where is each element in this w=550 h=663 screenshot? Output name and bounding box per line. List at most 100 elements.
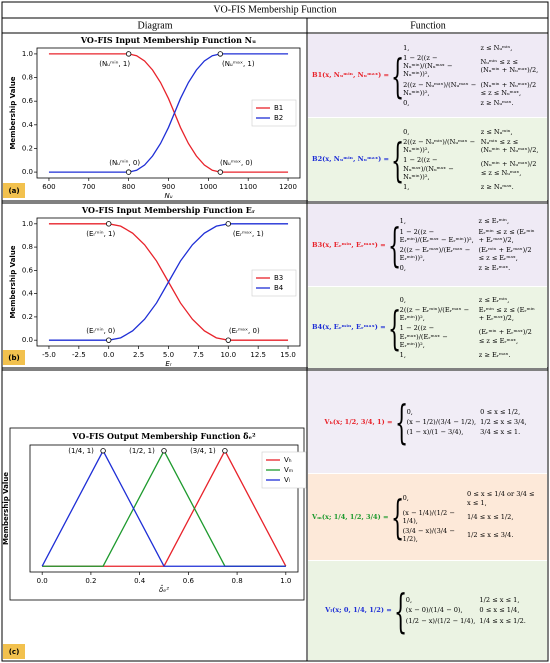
case-expression: 1 − 2((z − Eᵣᵐᵃˣ)/(Eᵣᵐᵃˣ − Eᵣᵐⁱⁿ))², <box>399 324 448 349</box>
series-line <box>41 449 286 567</box>
case-row: 2((z − Nᵤᵐᵃˣ)/(Nᵤᵐᵃˣ − Nᵤᵐⁱⁿ))², (Nᵤᵐⁱⁿ +… <box>403 80 543 98</box>
function-cell: B2(x, Nᵤᵐⁱⁿ, Nᵤᵐᵃˣ) ={0, z ≤ Nᵤᵐⁱⁿ, 2((z −… <box>308 118 547 201</box>
y-tick-label: 0.2 <box>22 313 33 321</box>
cases-table: 0, z ≤ Eᵣᵐⁱⁿ, 2((z − Eᵣᵐⁱⁿ)/(Eᵣᵐᵃˣ − Eᵣᵐⁱⁿ… <box>400 295 543 361</box>
plot-frame <box>29 444 299 573</box>
case-row: 0, z ≤ Nᵤᵐⁱⁿ, <box>403 127 543 137</box>
legend-box <box>251 99 297 127</box>
x-tick-label: 800 <box>122 183 135 191</box>
column-header: Function <box>410 20 446 31</box>
case-condition: z ≥ Nᵤᵐᵃˣ. <box>480 183 514 192</box>
legend-label: B2 <box>274 114 283 122</box>
annotation-point <box>225 337 231 343</box>
x-tick-label: 7.5 <box>193 351 204 359</box>
case-row: 2((z − Nᵤᵐⁱⁿ)/(Nᵤᵐᵃˣ − Nᵤᵐⁱⁿ))², Nᵤᵐⁱⁿ ≤ … <box>403 137 543 155</box>
case-row: 1, z ≥ Nᵤᵐᵃˣ. <box>403 182 543 192</box>
legend-label: B1 <box>274 104 283 112</box>
case-row: (1 − x)/(1 − 3/4), 3/4 ≤ x ≤ 1. <box>407 427 531 437</box>
annotation: (Eᵣᵐⁱⁿ, 0) <box>86 327 115 335</box>
case-expression: 0, <box>399 264 406 273</box>
case-condition: 3/4 ≤ x ≤ 1. <box>480 428 521 437</box>
brace: { <box>394 395 408 449</box>
case-expression: 1 − 2((z − Nᵤᵐⁱⁿ)/(Nᵤᵐᵃˣ − Nᵤᵐⁱⁿ))², <box>403 53 453 79</box>
case-expression: (3/4 − x)/(3/4 − 1/2), <box>402 527 455 544</box>
case-condition: z ≥ Eᵣᵐᵃˣ. <box>478 264 511 273</box>
annotation-point <box>217 169 224 175</box>
legend-label: Vₗ <box>284 476 290 484</box>
brace: { <box>391 48 405 103</box>
x-tick-label: 1100 <box>239 183 257 191</box>
case-row: 1 − 2((z − Eᵣᵐᵃˣ)/(Eᵣᵐᵃˣ − Eᵣᵐⁱⁿ))², (Eᵣᵐ… <box>400 323 543 350</box>
case-expression: 1 − 2((z − Eᵣᵐⁱⁿ)/(Eᵣᵐᵃˣ − Eᵣᵐⁱⁿ))², <box>399 227 474 244</box>
case-condition: 1/4 ≤ x ≤ 1/2, <box>466 512 514 521</box>
annotation: (3/4, 1) <box>190 447 216 455</box>
function-cell: B4(x, Eᵣᵐⁱⁿ, Eᵣᵐᵃˣ) ={0, z ≤ Eᵣᵐⁱⁿ, 2((z −… <box>308 287 547 368</box>
case-expression: 2((z − Eᵣᵐⁱⁿ)/(Eᵣᵐᵃˣ − Eᵣᵐⁱⁿ))², <box>399 305 469 323</box>
case-condition: z ≥ Nᵤᵐᵃˣ. <box>480 99 514 108</box>
x-tick-label: 0.2 <box>85 577 96 585</box>
chart-title: VO-FIS Input Membership Function Eᵣ <box>81 205 255 215</box>
case-condition: z ≤ Eᵣᵐⁱⁿ, <box>478 295 510 304</box>
case-row: (1/2 − x)/(1/2 − 1/4), 1/4 ≤ x ≤ 1/2. <box>406 616 530 626</box>
y-tick-label: 0.2 <box>22 144 33 152</box>
case-row: 0, z ≥ Nᵤᵐᵃˣ. <box>403 98 543 108</box>
brace: { <box>387 218 401 272</box>
cases-table: 1, z ≤ Nᵤᵐⁱⁿ, 1 − 2((z − Nᵤᵐⁱⁿ)/(Nᵤᵐᵃˣ − N… <box>403 43 543 109</box>
y-tick-label: 1.0 <box>22 50 33 58</box>
case-expression: 0, <box>399 295 406 304</box>
case-condition: Nᵤᵐⁱⁿ ≤ z ≤ (Nᵤᵐⁱⁿ + Nᵤᵐᵃˣ)/2, <box>480 58 539 75</box>
case-condition: z ≤ Nᵤᵐⁱⁿ, <box>480 127 513 136</box>
x-axis-label: δ̂ₑ² <box>159 585 169 594</box>
case-expression: 1, <box>399 351 406 360</box>
case-row: 1 − 2((z − Nᵤᵐᵃˣ)/(Nᵤᵐᵃˣ − Nᵤᵐⁱⁿ))², (Nᵤᵐ… <box>403 155 543 182</box>
y-tick-label: 0.8 <box>22 74 33 82</box>
case-expression: 0, <box>403 127 410 136</box>
annotation: (Nᵤᵐⁱⁿ, 0) <box>109 159 140 167</box>
y-tick-label: 0.0 <box>22 168 33 176</box>
annotation: (Eᵣᵐⁱⁿ, 1) <box>86 230 115 238</box>
function-label: B2(x, Nᵤᵐⁱⁿ, Nᵤᵐᵃˣ) = <box>312 155 390 164</box>
case-condition: 0 ≤ x ≤ 1/4, <box>479 606 520 615</box>
y-tick-label: 0.0 <box>22 336 33 344</box>
y-tick-label: 0.4 <box>22 290 34 298</box>
y-tick-label: 0.8 <box>22 243 33 251</box>
x-tick-label: 15.0 <box>280 351 296 359</box>
x-axis-label: Nᵤ <box>164 192 172 200</box>
panel-badge <box>3 183 25 198</box>
case-expression: (1 − x)/(1 − 3/4), <box>406 428 464 437</box>
function-label: B1(x, Nᵤᵐⁱⁿ, Nᵤᵐᵃˣ) = <box>312 71 390 80</box>
x-tick-label: 1.0 <box>280 577 291 585</box>
brace: { <box>391 132 405 187</box>
y-axis-label: Membership Value <box>9 76 17 149</box>
legend-box <box>251 269 297 297</box>
brace: { <box>387 300 401 355</box>
annotation: (Eᵣᵐᵃˣ, 1) <box>233 230 264 238</box>
case-expression: 1, <box>403 43 410 52</box>
x-tick-label: 1000 <box>199 183 217 191</box>
x-tick-label: 2.5 <box>133 351 144 359</box>
annotation: (Nᵤᵐᵃˣ, 1) <box>222 60 255 68</box>
function-cell: Vₕ(x; 1/2, 3/4, 1) ={0, 0 ≤ x ≤ 1/2, (x − … <box>308 371 547 473</box>
function-cell: B1(x, Nᵤᵐⁱⁿ, Nᵤᵐᵃˣ) ={1, z ≤ Nᵤᵐⁱⁿ, 1 − 2(… <box>308 34 547 117</box>
annotation-point <box>106 337 112 343</box>
case-expression: 1, <box>399 217 406 226</box>
case-row: 2((z − Eᵣᵐᵃˣ)/(Eᵣᵐᵃˣ − Eᵣᵐⁱⁿ))², (Eᵣᵐⁱⁿ +… <box>400 245 543 263</box>
case-row: (x − 1/4)/(1/2 − 1/4), 1/4 ≤ x ≤ 1/2, <box>403 508 543 526</box>
x-tick-label: 5.0 <box>163 351 174 359</box>
y-axis-label: Membership Value <box>9 245 17 318</box>
panel-label: (a) <box>8 187 19 195</box>
x-tick-label: 10.0 <box>220 351 236 359</box>
annotation-point <box>100 448 106 454</box>
case-condition: Nᵤᵐⁱⁿ ≤ z ≤ (Nᵤᵐⁱⁿ + Nᵤᵐᵃˣ)/2, <box>480 137 539 155</box>
chart-title: VO-FIS Input Membership Function Nᵤ <box>80 35 256 45</box>
case-row: 1 − 2((z − Eᵣᵐⁱⁿ)/(Eᵣᵐᵃˣ − Eᵣᵐⁱⁿ))², Eᵣᵐⁱ… <box>400 227 543 245</box>
chart-title: VO-FIS Output Membership Function δ̂ₑ² <box>71 431 256 441</box>
x-tick-label: 0.6 <box>183 577 195 585</box>
case-expression: 2((z − Nᵤᵐᵃˣ)/(Nᵤᵐᵃˣ − Nᵤᵐⁱⁿ))², <box>403 80 477 97</box>
case-expression: (x − 0)/(1/4 − 0), <box>405 606 463 615</box>
table-title: VO-FIS Membership Function <box>213 4 336 15</box>
panel-badge <box>3 644 25 659</box>
function-cell: Vₗ(x; 0, 1/4, 1/2) ={0, 1/2 ≤ x ≤ 1, (x − … <box>308 561 547 660</box>
